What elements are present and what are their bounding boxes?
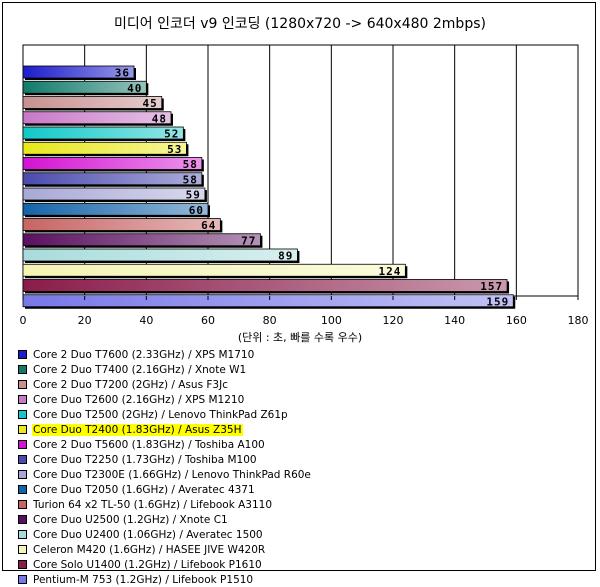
legend-swatch [18, 350, 27, 359]
legend-swatch [18, 575, 27, 584]
legend-label: Core Duo T2500 (2GHz) / Lenovo ThinkPad … [33, 408, 288, 421]
bar-value-label: 89 [278, 250, 293, 263]
bar [22, 248, 298, 262]
legend-item: Celeron M420 (1.6GHz) / HASEE JIVE W420R [18, 542, 312, 557]
bar-value-label: 58 [183, 173, 198, 186]
bar-value-label: 159 [486, 295, 509, 308]
legend-item: Core 2 Duo T5600 (1.83GHz) / Toshiba A10… [18, 437, 312, 452]
bar [22, 96, 163, 109]
legend-swatch [18, 380, 27, 389]
bar [22, 157, 203, 170]
bar-value-label: 59 [186, 189, 201, 202]
x-tick-label: 0 [20, 314, 27, 327]
legend-label: Celeron M420 (1.6GHz) / HASEE JIVE W420R [33, 543, 266, 556]
legend-item: Core Duo U2400 (1.06GHz) / Averatec 1500 [18, 527, 312, 542]
legend-swatch [18, 425, 27, 434]
bar-value-label: 52 [164, 128, 179, 141]
bar-value-label: 45 [143, 97, 158, 110]
legend-item: Core 2 Duo T7200 (2GHz) / Asus F3Jc [18, 377, 312, 392]
x-tick-label: 100 [321, 314, 342, 327]
bar [22, 80, 147, 94]
legend-item: Core Duo T2400 (1.83GHz) / Asus Z35H [18, 422, 312, 437]
bar [22, 202, 209, 216]
legend: Core 2 Duo T7600 (2.33GHz) / XPS M1710 Co… [18, 347, 312, 587]
bar [22, 233, 261, 247]
bar [22, 263, 406, 277]
bar [22, 111, 172, 125]
legend-label: Core Duo U2400 (1.06GHz) / Averatec 1500 [33, 528, 263, 541]
legend-label: Core Duo U2500 (1.2GHz) / Xnote C1 [33, 513, 228, 526]
legend-swatch [18, 560, 27, 569]
legend-item: Core Duo T2300E (1.66GHz) / Lenovo Think… [18, 467, 312, 482]
legend-swatch [18, 410, 27, 419]
legend-swatch [18, 500, 27, 509]
legend-item: Core Solo U1400 (1.2GHz) / Lifebook P161… [18, 557, 312, 572]
x-tick-label: 120 [383, 314, 404, 327]
bar-value-label: 64 [201, 219, 216, 232]
legend-label: Core Solo U1400 (1.2GHz) / Lifebook P161… [33, 558, 262, 571]
bar-value-label: 53 [167, 143, 182, 156]
chart-title: 미디어 인코더 v9 인코딩 (1280x720 -> 640x480 2mbp… [114, 16, 486, 32]
legend-label: Core 2 Duo T7400 (2.16GHz) / Xnote W1 [33, 363, 247, 376]
bar [22, 279, 508, 292]
bar [22, 187, 206, 201]
legend-swatch [18, 470, 27, 479]
bar [22, 126, 184, 140]
bar [22, 172, 203, 186]
bar [22, 218, 221, 231]
legend-label: Core 2 Duo T5600 (1.83GHz) / Toshiba A10… [33, 438, 265, 451]
x-tick-label: 140 [444, 314, 465, 327]
legend-swatch [18, 545, 27, 554]
bar [22, 65, 135, 79]
bar-value-label: 48 [152, 112, 167, 125]
legend-item: Core 2 Duo T7400 (2.16GHz) / Xnote W1 [18, 362, 312, 377]
legend-swatch [18, 440, 27, 449]
legend-item: Turion 64 x2 TL-50 (1.6GHz) / Lifebook A… [18, 497, 312, 512]
legend-item: Core Duo T2250 (1.73GHz) / Toshiba M100 [18, 452, 312, 467]
legend-swatch [18, 455, 27, 464]
legend-swatch [18, 515, 27, 524]
legend-item: Pentium-M 753 (1.2GHz) / Lifebook P1510 [18, 572, 312, 587]
legend-swatch [18, 395, 27, 404]
bar-value-label: 36 [115, 67, 130, 80]
bar-value-label: 40 [127, 82, 142, 95]
legend-label: Core Duo T2250 (1.73GHz) / Toshiba M100 [33, 453, 257, 466]
legend-label: Pentium-M 753 (1.2GHz) / Lifebook P1510 [33, 573, 254, 586]
x-tick-label: 160 [506, 314, 527, 327]
legend-swatch [18, 485, 27, 494]
bar-value-label: 58 [183, 158, 198, 171]
x-tick-label: 20 [78, 314, 92, 327]
bar-value-label: 157 [480, 280, 503, 293]
legend-label: Core Duo T2400 (1.83GHz) / Asus Z35H [32, 423, 243, 436]
x-axis-ticks: 0 20 40 60 80 100 120 140 160 180 [20, 296, 589, 327]
legend-label: Core 2 Duo T7600 (2.33GHz) / XPS M1710 [33, 348, 255, 361]
x-tick-label: 80 [263, 314, 277, 327]
bar-value-label: 124 [378, 265, 401, 278]
bar [22, 141, 187, 155]
bar [22, 294, 514, 308]
legend-label: Core Duo T2050 (1.6GHz) / Averatec 4371 [33, 483, 255, 496]
legend-label: Core Duo T2300E (1.66GHz) / Lenovo Think… [33, 468, 311, 481]
legend-item: Core Duo T2050 (1.6GHz) / Averatec 4371 [18, 482, 312, 497]
legend-swatch [18, 530, 27, 539]
legend-label: Core Duo T2600 (2.16GHz) / XPS M1210 [33, 393, 245, 406]
bar-value-label: 77 [241, 234, 256, 247]
legend-item: Core 2 Duo T7600 (2.33GHz) / XPS M1710 [18, 347, 312, 362]
x-tick-label: 60 [201, 314, 215, 327]
legend-label: Core 2 Duo T7200 (2GHz) / Asus F3Jc [33, 378, 228, 391]
legend-label: Turion 64 x2 TL-50 (1.6GHz) / Lifebook A… [33, 498, 273, 511]
x-axis-label: (단위 : 초, 빠를 수록 우수) [237, 331, 363, 344]
legend-item: Core Duo T2600 (2.16GHz) / XPS M1210 [18, 392, 312, 407]
bar-value-label: 60 [189, 204, 204, 217]
x-tick-label: 180 [568, 314, 589, 327]
legend-item: Core Duo U2500 (1.2GHz) / Xnote C1 [18, 512, 312, 527]
x-tick-label: 40 [139, 314, 153, 327]
legend-item: Core Duo T2500 (2GHz) / Lenovo ThinkPad … [18, 407, 312, 422]
legend-swatch [18, 365, 27, 374]
